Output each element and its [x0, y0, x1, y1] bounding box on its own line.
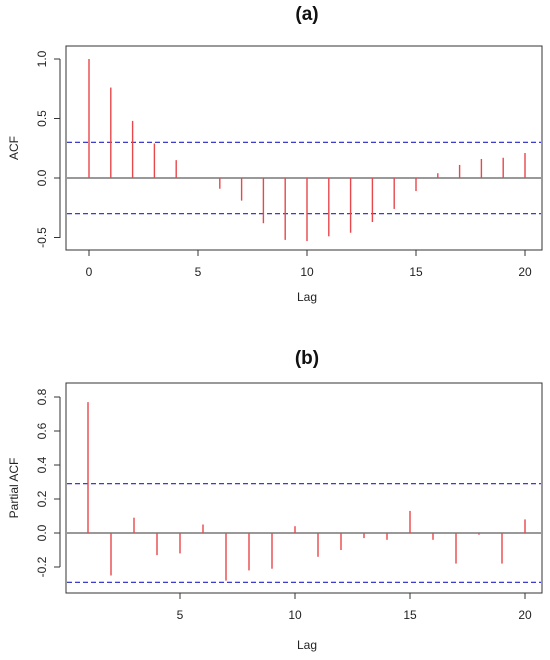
panel-b-y-tick-label-0.0: 0.0 — [35, 524, 49, 541]
panel-b-y-tick-label-0.6: 0.6 — [35, 422, 49, 439]
panel-b-y-tick-label-0.4: 0.4 — [35, 456, 49, 473]
panel-b-y-tick-label-0.2: 0.2 — [35, 490, 49, 507]
panel-b-x-tick-label-15: 15 — [403, 608, 417, 622]
panel-a-y-tick-label--0.5: -0.5 — [35, 227, 49, 248]
panel-b-title: (b) — [295, 348, 319, 369]
panel-b-y-axis-label: Partial ACF — [7, 458, 21, 519]
panel-b-x-tick-label-5: 5 — [177, 608, 184, 622]
panel-a-x-tick-label-10: 10 — [300, 265, 314, 279]
panel-b-y-tick-label--0.2: -0.2 — [35, 556, 49, 577]
panel-a-y-tick-label-1.0: 1.0 — [35, 50, 49, 67]
panel-a-x-tick-label-0: 0 — [86, 265, 93, 279]
panel-a-plot-frame — [65, 45, 543, 251]
panel-b-x-tick-label-20: 20 — [518, 608, 532, 622]
panel-a-title: (a) — [295, 4, 318, 25]
panel-b-pacf: (b) 5 10 15 20 -0.2 0.0 0.2 0.4 0.6 0.8 Lag Parti… — [7, 348, 543, 652]
panel-a-acf: (a) 0 5 10 15 20 -0.5 0.0 0.5 1.0 Lag ACF — [7, 4, 543, 304]
panel-a-y-tick-label-0.5: 0.5 — [35, 110, 49, 127]
panel-b-plot-frame — [65, 382, 543, 594]
panel-a-y-axis-label: ACF — [7, 136, 21, 160]
panel-a-x-axis-label: Lag — [297, 290, 317, 304]
panel-a-x-tick-label-20: 20 — [518, 265, 532, 279]
panel-b-x-axis-label: Lag — [297, 638, 317, 652]
panel-b-x-tick-label-10: 10 — [288, 608, 302, 622]
panel-a-y-tick-label-0.0: 0.0 — [35, 169, 49, 186]
panel-a-x-tick-label-15: 15 — [409, 265, 423, 279]
panel-a-content: 0 5 10 15 20 -0.5 0.0 0.5 1.0 — [35, 50, 541, 279]
panel-b-content: 5 10 15 20 -0.2 0.0 0.2 0.4 0.6 0.8 — [35, 388, 541, 622]
panel-a-x-tick-label-5: 5 — [195, 265, 202, 279]
panel-b-y-tick-label-0.8: 0.8 — [35, 388, 49, 405]
